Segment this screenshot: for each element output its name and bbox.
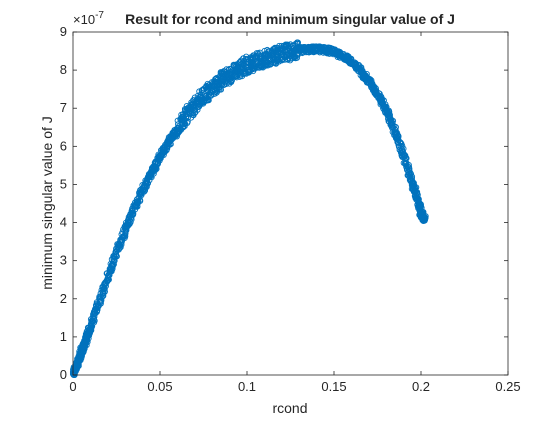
data-point — [421, 215, 428, 222]
chart-title: Result for rcond and minimum singular va… — [125, 11, 455, 27]
y-tick-label: 2 — [60, 291, 67, 306]
x-tick-label: 0.15 — [321, 379, 346, 394]
data-point — [190, 107, 197, 114]
y-tick-label: 8 — [60, 62, 67, 77]
data-point — [401, 153, 408, 160]
x-axis-label: rcond — [272, 400, 307, 416]
x-tick-label: 0.2 — [412, 379, 430, 394]
plot-area-background — [73, 32, 508, 375]
y-tick-label: 6 — [60, 138, 67, 153]
x-tick-label: 0.25 — [495, 379, 520, 394]
y-tick-label: 0 — [60, 367, 67, 382]
y-tick-label: 7 — [60, 100, 67, 115]
data-point — [216, 86, 223, 93]
data-point — [134, 198, 141, 205]
data-point — [96, 293, 103, 301]
plot-box — [72, 31, 509, 376]
y-exponent-label: ×10-7 — [73, 10, 104, 27]
data-point — [173, 133, 180, 140]
data-point — [184, 118, 191, 125]
data-point — [104, 278, 111, 285]
data-point — [245, 69, 252, 76]
data-point — [230, 61, 237, 68]
y-exponent-power: -7 — [95, 10, 104, 21]
x-tick-label: 0 — [69, 379, 76, 394]
data-points — [69, 39, 429, 379]
y-tick-label: 9 — [60, 24, 67, 39]
x-tick-label: 0.1 — [238, 379, 256, 394]
data-point — [386, 112, 394, 119]
data-point — [257, 55, 264, 63]
data-point — [212, 76, 219, 83]
data-point — [378, 98, 386, 105]
y-axis-label: minimum singular value of J — [39, 116, 55, 290]
x-axis-ticks: 0 0.05 0.1 0.15 0.2 0.25 — [69, 32, 521, 394]
y-tick-label: 3 — [60, 253, 67, 268]
data-point — [293, 54, 301, 61]
y-tick-label: 5 — [60, 176, 67, 191]
y-axis-ticks: 0 1 2 3 4 5 6 7 8 9 — [60, 24, 508, 382]
data-point — [181, 119, 188, 126]
x-tick-label: 0.05 — [147, 379, 172, 394]
data-point — [147, 170, 154, 177]
y-tick-label: 4 — [60, 215, 67, 230]
data-point — [144, 180, 151, 187]
data-point — [228, 77, 235, 84]
y-exponent-base: ×10 — [73, 12, 95, 27]
data-point — [194, 106, 201, 113]
y-tick-label: 1 — [60, 329, 67, 344]
